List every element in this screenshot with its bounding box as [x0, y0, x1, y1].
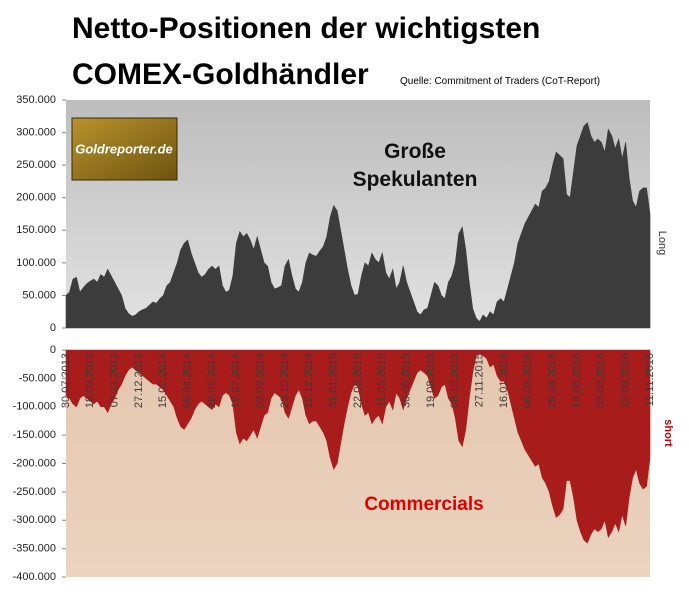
- y-tick-label: 100.000: [16, 257, 56, 269]
- y-tick-label: 150.000: [16, 224, 56, 236]
- y-tick-label: -200.000: [13, 457, 56, 469]
- x-tick-label: 18.09.2013: [84, 353, 96, 408]
- y-tick-label: 350.000: [16, 94, 56, 106]
- y-tick-label: 50.000: [22, 289, 56, 301]
- x-tick-label: 25.04.2016: [547, 353, 559, 408]
- x-tick-label: 08.10.2015: [449, 353, 461, 408]
- x-tick-label: 14.06.2016: [571, 353, 583, 408]
- logo-box: [71, 117, 178, 181]
- y-tick-label: 0: [50, 322, 56, 334]
- y-tick-label: 300.000: [16, 126, 56, 138]
- x-tick-label: 03.09.2014: [255, 353, 267, 408]
- logo-text: Goldreporter.de: [75, 141, 173, 156]
- y-tick-label: -100.000: [13, 401, 56, 413]
- area: [65, 349, 651, 544]
- source-note: Quelle: Commitment of Traders (CoT-Repor…: [400, 76, 601, 87]
- x-tick-label: 26.05.2014: [206, 353, 218, 408]
- series-label: Commercials: [364, 494, 483, 515]
- y-tick-label: -250.000: [13, 486, 56, 498]
- y-tick-label: -50.000: [19, 372, 56, 384]
- x-tick-label: 06.04.2014: [182, 353, 194, 408]
- y-tick-label: 250.000: [16, 159, 56, 171]
- series-label: Große Spekulanten: [353, 140, 478, 191]
- side-label: Long: [656, 231, 668, 255]
- x-tick-label: 22.09.2016: [620, 353, 632, 408]
- x-tick-label: 31.01.2015: [328, 353, 340, 408]
- x-tick-label: 27.12.2013: [133, 353, 145, 408]
- x-tick-label: 16.01.2016: [498, 353, 510, 408]
- series-layer: [65, 122, 651, 544]
- x-tick-label: 03.08.2016: [595, 353, 607, 408]
- x-tick-label: 15.07.2014: [230, 353, 242, 408]
- x-tick-label: 30.06.2015: [401, 353, 413, 408]
- x-tick-label: 06.03.2016: [522, 353, 534, 408]
- x-tick-label: 27.11.2015: [474, 353, 486, 407]
- x-tick-label: 11.11.2016: [644, 353, 656, 406]
- y-tick-label: -350.000: [13, 543, 56, 555]
- x-tick-label: 22.03.2015: [352, 353, 364, 408]
- chart-title: Netto-Positionen der wichtigsten COMEX-G…: [72, 12, 541, 91]
- x-tick-label: 12.12.2014: [303, 353, 315, 408]
- y-tick-label: -300.000: [13, 514, 56, 526]
- y-tick-label: -150.000: [13, 429, 56, 441]
- y-tick-label: -400.000: [13, 571, 56, 583]
- y-tick-label: 0: [50, 344, 56, 356]
- x-tick-label: 11.05.2015: [376, 353, 388, 407]
- x-tick-label: 07.11.2013: [109, 353, 121, 407]
- x-tick-label: 15.02.2014: [157, 353, 169, 408]
- side-label: short: [662, 419, 674, 447]
- x-tick-label: 19.08.2015: [425, 353, 437, 408]
- x-tick-label: 23.10.2014: [279, 353, 291, 408]
- area: [65, 122, 651, 329]
- x-tick-label: 30.07.2013: [60, 353, 72, 408]
- y-tick-label: 200.000: [16, 192, 56, 204]
